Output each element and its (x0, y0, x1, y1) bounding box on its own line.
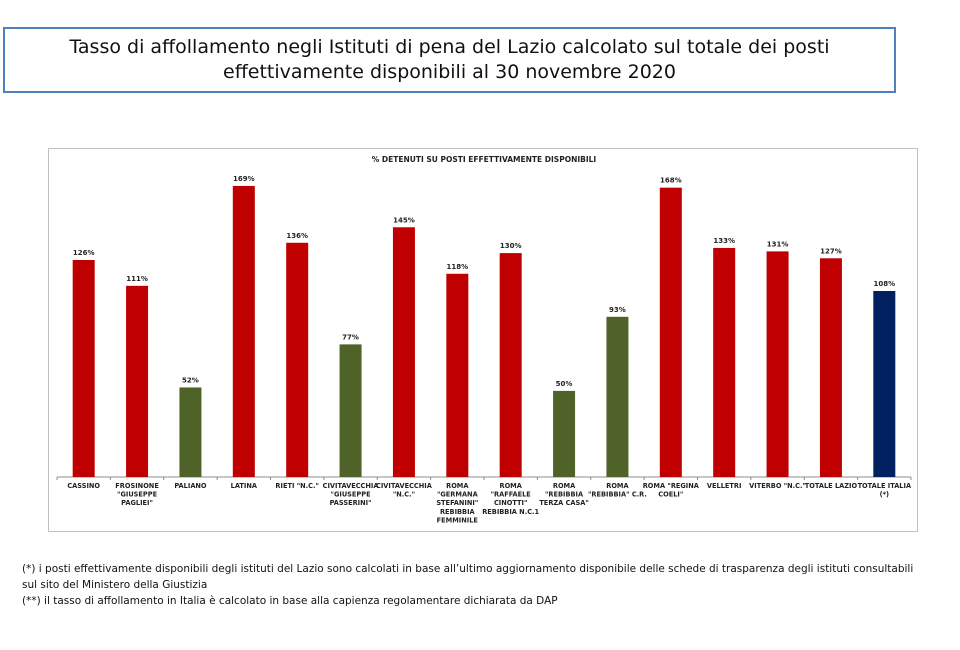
page-title-line-2: effettivamente disponibili al 30 novembr… (223, 61, 676, 83)
bar (819, 258, 842, 477)
footnote-2: (**) il tasso di affollamento in Italia … (22, 595, 558, 607)
data-label: 136% (286, 232, 308, 240)
category-label: TOTALE LAZIO (805, 482, 858, 490)
page-title-line-1: Tasso di affollamento negli Istituti di … (69, 36, 830, 58)
chart-frame: % DETENUTI SU POSTI EFFETTIVAMENTE DISPO… (48, 148, 918, 532)
category-label: LATINA (231, 482, 258, 490)
chart-title: % DETENUTI SU POSTI EFFETTIVAMENTE DISPO… (372, 155, 597, 164)
title-box: Tasso di affollamento negli Istituti di … (3, 27, 896, 93)
category-label: ROMA "REGINA COELI" (643, 482, 700, 499)
data-label: 145% (393, 216, 415, 224)
bar (553, 390, 576, 477)
bar (659, 187, 682, 477)
category-label: CIVITAVECCHIA "N.C." (376, 482, 433, 499)
category-label: ROMA "RAFFAELE CINOTTI" REBIBBIA N.C.1 (482, 482, 539, 516)
bar (873, 291, 896, 477)
data-label: 168% (660, 177, 682, 185)
bar (766, 251, 789, 477)
data-label: 52% (182, 376, 199, 384)
bar (499, 253, 522, 477)
data-label: 50% (556, 380, 573, 388)
footnotes: (*) i posti effettivamente disponibili d… (22, 561, 922, 609)
bar (126, 285, 149, 477)
data-label: 127% (820, 247, 842, 255)
category-label: ROMA "GERMANA STEFANINI" REBIBBIA FEMMINILE (436, 482, 478, 524)
bar-chart: % DETENUTI SU POSTI EFFETTIVAMENTE DISPO… (56, 155, 912, 524)
category-label: VELLETRI (707, 482, 742, 490)
bar (72, 260, 95, 477)
data-label: 108% (873, 280, 895, 288)
category-label: ROMA "REBIBBIA" C.R. (588, 482, 647, 499)
data-label: 77% (342, 333, 359, 341)
data-label: 126% (73, 249, 95, 257)
data-label: 111% (126, 275, 148, 283)
data-label: 93% (609, 306, 626, 314)
category-label: ROMA "REBIBBIA TERZA CASA" (539, 482, 589, 507)
footnote-1: (*) i posti effettivamente disponibili d… (22, 563, 914, 591)
bar (339, 344, 362, 477)
bar (232, 185, 255, 477)
category-label: TOTALE ITALIA (*) (858, 482, 912, 499)
bar (446, 273, 469, 477)
data-label: 130% (500, 242, 522, 250)
category-label: VITERBO "N.C." (749, 482, 806, 490)
category-label: FROSINONE "GIUSEPPE PAGLIEI" (115, 482, 159, 507)
bar (713, 247, 736, 477)
category-label: RIETI "N.C." (275, 482, 319, 490)
category-label: CIVITAVECCHIA "GIUSEPPE PASSERINI" (323, 482, 380, 507)
data-label: 118% (446, 263, 468, 271)
data-label: 131% (767, 240, 789, 248)
bar (286, 242, 309, 477)
data-label: 169% (233, 175, 255, 183)
category-label: CASSINO (67, 482, 100, 490)
bar (179, 387, 202, 477)
bar (392, 227, 415, 477)
bar (606, 316, 629, 477)
category-label: PALIANO (174, 482, 207, 490)
data-label: 133% (713, 237, 735, 245)
